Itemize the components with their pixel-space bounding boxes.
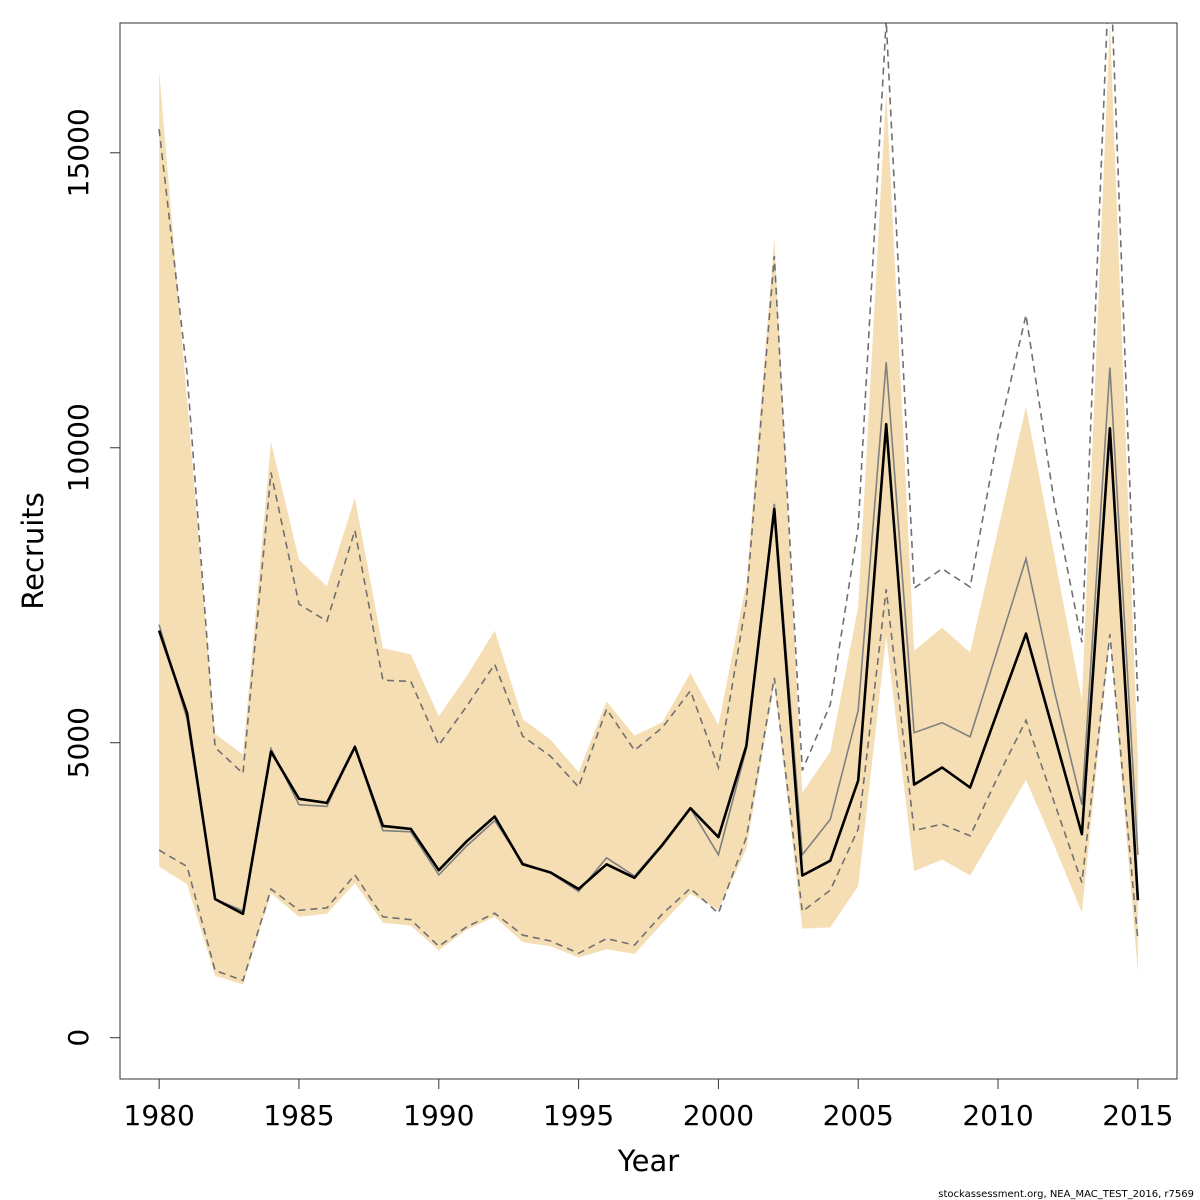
x-tick-label: 2015 bbox=[1102, 1099, 1173, 1132]
y-tick-label: 15000 bbox=[62, 108, 95, 197]
reference-lower-line bbox=[158, 589, 1139, 982]
y-axis-title: Recruits bbox=[16, 492, 50, 609]
chart-marks bbox=[157, 23, 1140, 985]
y-tick-label: 0 bbox=[62, 1029, 95, 1047]
reference-upper-line bbox=[158, 23, 1139, 789]
x-tick-label: 1990 bbox=[403, 1099, 474, 1132]
recruits-estimate-line bbox=[157, 422, 1140, 916]
x-tick-label: 2010 bbox=[962, 1099, 1033, 1132]
x-tick-label: 1980 bbox=[124, 1099, 195, 1132]
x-tick-label: 2005 bbox=[823, 1099, 894, 1132]
x-tick-label: 1995 bbox=[543, 1099, 614, 1132]
y-tick-label: 5000 bbox=[62, 707, 95, 778]
y-tick-label: 10000 bbox=[62, 403, 95, 492]
x-tick-label: 2000 bbox=[683, 1099, 754, 1132]
chart-axes: 1980 1985 1990 1995 2000 2005 2010 2015 0 5000 100… bbox=[62, 108, 1173, 1132]
x-axis-title: Year bbox=[617, 1144, 679, 1178]
confidence-band bbox=[159, 23, 1138, 985]
source-credit: stockassessment.org, NEA_MAC_TEST_2016, … bbox=[938, 1189, 1194, 1200]
x-tick-label: 1985 bbox=[263, 1099, 334, 1132]
